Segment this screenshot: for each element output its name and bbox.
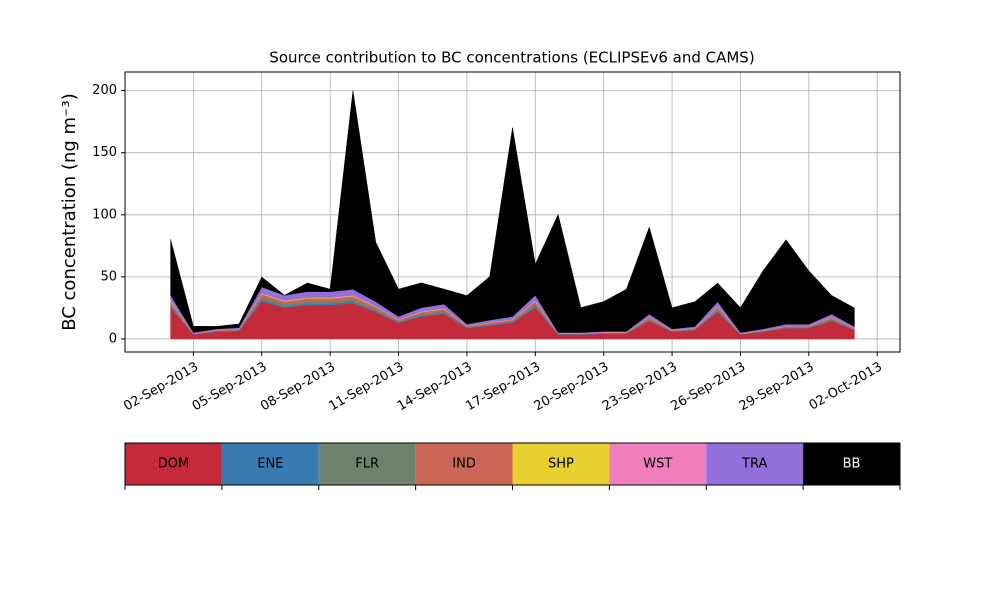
- x-tick-label: 23-Sep-2013: [600, 360, 680, 415]
- legend-label: ENE: [257, 457, 283, 472]
- legend-label: DOM: [158, 457, 189, 472]
- legend-swatch: [221, 443, 319, 485]
- legend-swatch: [706, 443, 804, 485]
- legend-swatch: [609, 443, 707, 485]
- x-tick-label: 20-Sep-2013: [532, 360, 612, 415]
- y-tick-label: 150: [92, 145, 117, 160]
- plot-frame: [124, 71, 901, 353]
- y-tick-label: 100: [92, 207, 117, 222]
- y-tick-label: 50: [100, 269, 117, 284]
- chart-title: Source contribution to BC concentrations…: [269, 49, 754, 67]
- x-tick-label: 11-Sep-2013: [326, 360, 406, 415]
- legend-swatch: [803, 443, 900, 485]
- legend-swatch: [415, 443, 513, 485]
- legend-label: SHP: [548, 457, 574, 472]
- y-tick-label: 0: [109, 331, 117, 346]
- x-tick-label: 05-Sep-2013: [190, 360, 270, 415]
- x-tick-label: 29-Sep-2013: [737, 360, 817, 415]
- x-tick-label: 14-Sep-2013: [395, 360, 475, 415]
- x-tick-label: 17-Sep-2013: [463, 360, 543, 415]
- legend-swatch: [125, 443, 222, 485]
- legend-label: BB: [843, 457, 861, 472]
- legend-label: IND: [452, 457, 476, 472]
- legend-swatch: [318, 443, 416, 485]
- legend-swatch: [512, 443, 610, 485]
- area: [170, 90, 855, 333]
- x-tick-label: 26-Sep-2013: [668, 360, 748, 415]
- x-tick-label: 02-Oct-2013: [807, 360, 885, 414]
- x-tick-label: 02-Sep-2013: [121, 360, 201, 415]
- x-tick-label: 08-Sep-2013: [258, 360, 338, 415]
- legend-label: TRA: [741, 457, 767, 472]
- legend-label: FLR: [355, 457, 379, 472]
- y-axis-label: BC concentration (ng m⁻³): [59, 93, 80, 331]
- y-tick-label: 200: [92, 83, 117, 98]
- legend-label: WST: [643, 457, 672, 472]
